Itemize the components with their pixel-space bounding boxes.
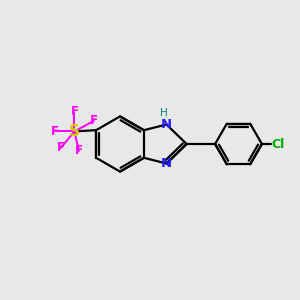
Text: H: H: [160, 108, 168, 118]
Text: S: S: [69, 124, 80, 139]
Text: Cl: Cl: [272, 137, 285, 151]
Text: F: F: [70, 105, 78, 119]
Text: N: N: [161, 157, 172, 170]
Text: F: F: [90, 114, 98, 128]
Text: F: F: [57, 141, 65, 154]
Text: N: N: [161, 118, 172, 131]
Text: F: F: [75, 144, 83, 158]
Text: F: F: [51, 125, 59, 138]
